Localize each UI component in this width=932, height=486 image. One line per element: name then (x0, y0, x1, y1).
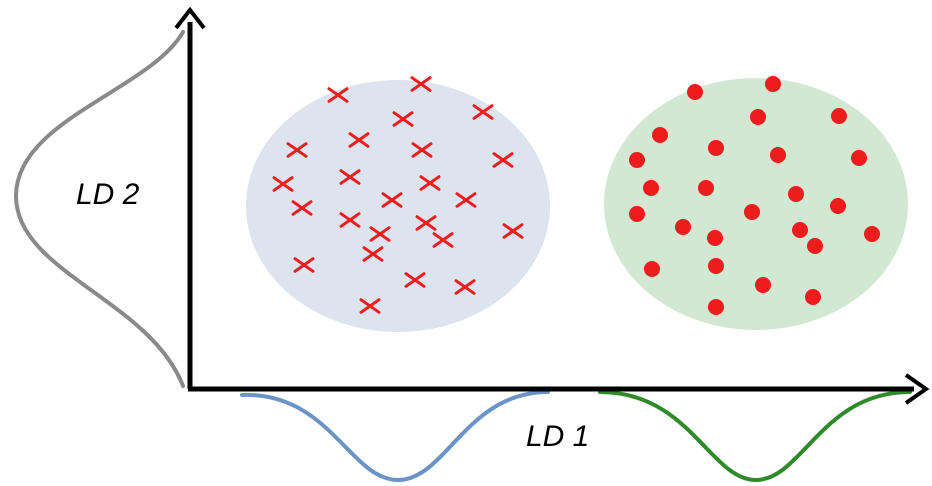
dot-marker (644, 261, 660, 277)
dot-marker (643, 180, 659, 196)
dot-marker (851, 150, 867, 166)
cross-marker (415, 215, 437, 231)
ld2-distribution-curve (13, 30, 185, 388)
ld1-distribution-curve-a (240, 390, 550, 483)
cross-marker (327, 87, 349, 103)
dot-marker (830, 198, 846, 214)
dot-marker (788, 186, 804, 202)
dot-marker (755, 277, 771, 293)
dot-marker (807, 238, 823, 254)
dot-marker (831, 108, 847, 124)
cross-marker (293, 257, 315, 273)
cross-marker (472, 104, 494, 120)
dot-marker (707, 230, 723, 246)
cross-marker (362, 246, 384, 262)
ld1-axis (188, 373, 930, 405)
dot-marker (652, 127, 668, 143)
cross-marker (454, 279, 476, 295)
cross-marker (381, 192, 403, 208)
cross-marker (286, 142, 308, 158)
dot-marker (687, 84, 703, 100)
class-b-region (604, 78, 908, 330)
class-a-markers (272, 76, 524, 314)
cross-marker (291, 200, 313, 216)
dot-marker (708, 258, 724, 274)
dot-marker (805, 289, 821, 305)
ld2-axis-label: LD 2 (76, 178, 140, 211)
dot-marker (750, 109, 766, 125)
cross-marker (272, 176, 294, 192)
cross-marker (410, 76, 432, 92)
dot-marker (708, 140, 724, 156)
cross-marker (339, 212, 361, 228)
dot-marker (744, 204, 760, 220)
cross-marker (359, 298, 381, 314)
dot-marker (708, 299, 724, 315)
ld1-axis-label: LD 1 (526, 420, 589, 453)
cross-marker (339, 169, 361, 185)
cross-marker (419, 175, 441, 191)
dot-marker (770, 147, 786, 163)
class-b-markers (629, 76, 880, 315)
ld1-distribution-curve-b (598, 390, 912, 483)
cross-marker (392, 111, 414, 127)
cross-marker (492, 152, 514, 168)
cross-marker (432, 232, 454, 248)
dot-marker (864, 226, 880, 242)
cross-marker (348, 132, 370, 148)
cross-marker (411, 142, 433, 158)
dot-marker (698, 180, 714, 196)
dot-marker (629, 152, 645, 168)
ld2-axis (174, 6, 206, 389)
cross-marker (404, 272, 426, 288)
cross-marker (502, 223, 524, 239)
cross-marker (455, 192, 477, 208)
dot-marker (675, 219, 691, 235)
cross-marker (369, 226, 391, 242)
dot-marker (765, 76, 781, 92)
dot-marker (629, 206, 645, 222)
dot-marker (792, 222, 808, 238)
